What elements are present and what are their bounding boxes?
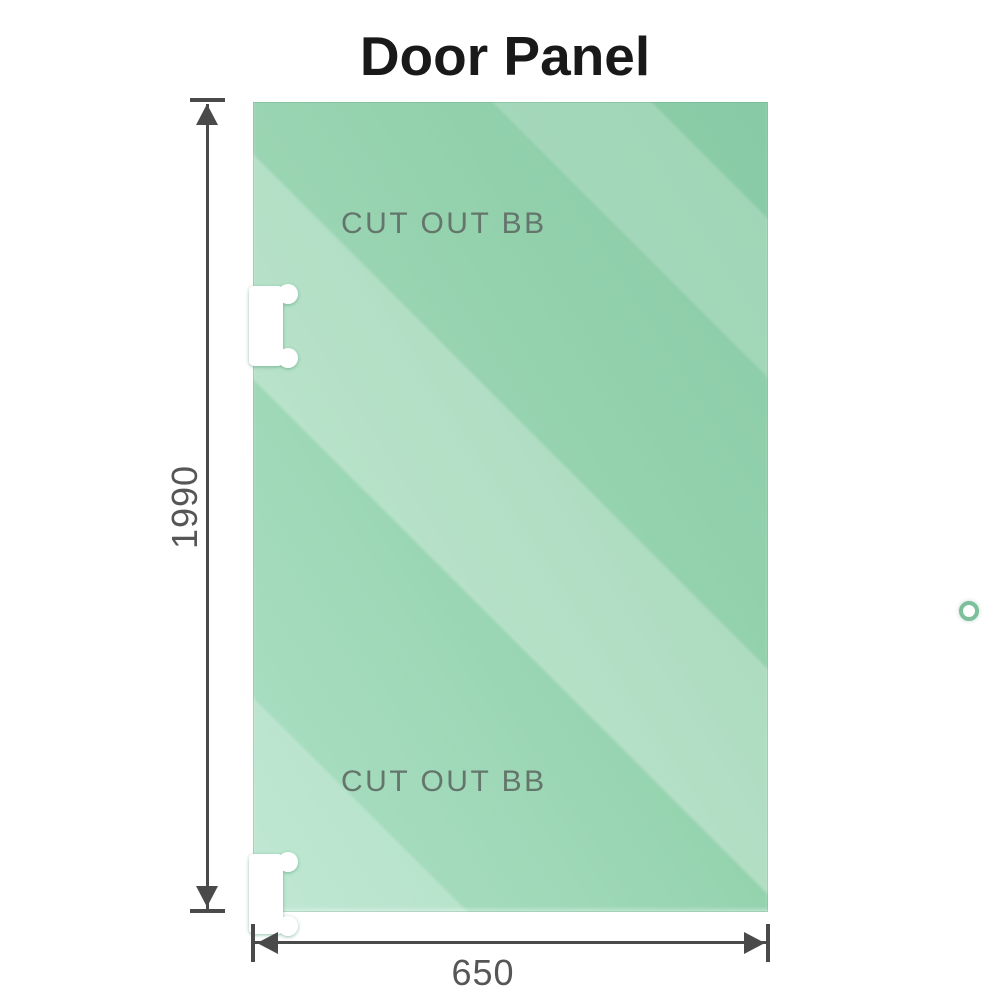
glass-panel: CUT OUT BB CUT OUT BB [249, 102, 979, 936]
arrow-down-icon [196, 886, 218, 907]
arrow-up-icon [196, 104, 218, 125]
width-dimension-right-tick [766, 924, 770, 962]
handle-hole-icon [959, 601, 979, 621]
arrow-right-icon [744, 931, 765, 954]
height-dimension-bottom-tick [190, 909, 225, 913]
page-title: Door Panel [359, 25, 651, 87]
arrow-left-icon [257, 931, 278, 954]
width-dimension-line [255, 941, 767, 944]
width-dimension-left-tick [251, 924, 255, 962]
height-dimension-label: 1990 [164, 464, 205, 550]
cutout-bottom-label: CUT OUT BB [341, 765, 547, 798]
bracket-cutout-top-icon [249, 283, 301, 369]
bracket-cutout-bottom-icon [249, 851, 301, 937]
height-dimension-line [206, 104, 209, 909]
height-dimension-top-tick [190, 98, 225, 102]
cutout-top-label: CUT OUT BB [341, 207, 547, 240]
width-dimension-label: 650 [451, 952, 515, 993]
